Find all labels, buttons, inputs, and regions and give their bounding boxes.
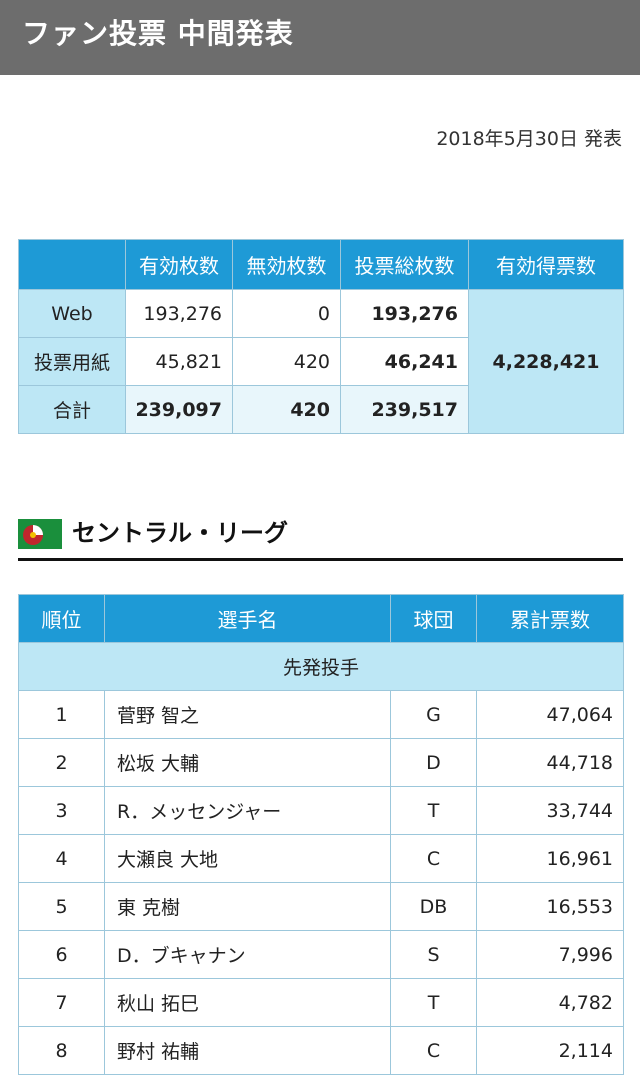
ranking-header-votes: 累計票数 [476,594,624,643]
player-name-cell: 秋山 拓巳 [104,978,391,1027]
team-cell: C [390,834,477,883]
tally-row-sum: 合計 239,097 420 239,517 [18,385,624,434]
league-heading: セントラル・リーグ [18,510,623,561]
rank-cell: 5 [18,882,105,931]
votes-cell: 16,961 [476,834,624,883]
announcement-date: 2018年5月30日 発表 [436,128,622,150]
team-cell: T [390,786,477,835]
player-name-cell: 松坂 大輔 [104,738,391,787]
tally-row-label: 合計 [18,385,126,434]
votes-cell: 33,744 [476,786,624,835]
tally-row-web: Web 193,276 0 193,276 4,228,421 [18,289,624,434]
player-name-cell: 大瀬良 大地 [104,834,391,883]
tally-total-count: 193,276 [340,289,469,338]
central-league-logo-icon [18,519,62,549]
player-name-cell: 東 克樹 [104,882,391,931]
table-row: 6 D．ブキャナン S 7,996 [18,930,624,979]
team-cell: S [390,930,477,979]
tally-header-row: 有効枚数 無効枚数 投票総枚数 有効得票数 [18,239,624,290]
table-row: 3 R．メッセンジャー T 33,744 [18,786,624,835]
votes-cell: 7,996 [476,930,624,979]
rank-cell: 8 [18,1026,105,1075]
tally-invalid-count: 420 [232,337,341,386]
tally-header-valid-votes: 有効得票数 [468,239,624,290]
table-row: 4 大瀬良 大地 C 16,961 [18,834,624,883]
tally-valid-count: 45,821 [125,337,233,386]
rank-cell: 2 [18,738,105,787]
page-title: ファン投票 中間発表 [22,17,294,50]
tally-invalid-count: 420 [232,385,341,434]
team-cell: G [390,690,477,739]
category-row: 先発投手 [18,642,624,691]
votes-cell: 44,718 [476,738,624,787]
tally-invalid-count: 0 [232,289,341,338]
rank-cell: 3 [18,786,105,835]
ranking-header-player: 選手名 [104,594,391,643]
table-row: 7 秋山 拓巳 T 4,782 [18,978,624,1027]
player-name-cell: 野村 祐輔 [104,1026,391,1075]
player-name-cell: D．ブキャナン [104,930,391,979]
votes-cell: 47,064 [476,690,624,739]
page-header: ファン投票 中間発表 [0,0,640,75]
table-row: 1 菅野 智之 G 47,064 [18,690,624,739]
team-cell: D [390,738,477,787]
table-row: 2 松坂 大輔 D 44,718 [18,738,624,787]
ranking-header-team: 球団 [390,594,477,643]
player-name-cell: 菅野 智之 [104,690,391,739]
ranking-header-rank: 順位 [18,594,105,643]
ranking-table: 順位 選手名 球団 累計票数 先発投手 1 菅野 智之 G 47,064 2 松… [18,594,624,1075]
vote-tally-table: 有効枚数 無効枚数 投票総枚数 有効得票数 Web 193,276 0 193,… [18,239,624,434]
tally-header-valid: 有効枚数 [125,239,233,290]
table-row: 5 東 克樹 DB 16,553 [18,882,624,931]
tally-total-count: 46,241 [340,337,469,386]
category-label: 先発投手 [18,642,624,691]
tally-row-label: 投票用紙 [18,337,126,386]
league-title: セントラル・リーグ [72,519,288,547]
ranking-header-row: 順位 選手名 球団 累計票数 [18,594,624,643]
votes-cell: 16,553 [476,882,624,931]
votes-cell: 4,782 [476,978,624,1027]
table-row: 8 野村 祐輔 C 2,114 [18,1026,624,1075]
tally-valid-votes: 4,228,421 [468,289,624,434]
tally-row-paper: 投票用紙 45,821 420 46,241 [18,337,624,386]
team-cell: T [390,978,477,1027]
rank-cell: 1 [18,690,105,739]
rank-cell: 6 [18,930,105,979]
votes-cell: 2,114 [476,1026,624,1075]
tally-corner-cell [18,239,126,290]
team-cell: DB [390,882,477,931]
tally-valid-count: 239,097 [125,385,233,434]
rank-cell: 4 [18,834,105,883]
tally-total-count: 239,517 [340,385,469,434]
tally-row-label: Web [18,289,126,338]
tally-valid-count: 193,276 [125,289,233,338]
team-cell: C [390,1026,477,1075]
rank-cell: 7 [18,978,105,1027]
tally-header-invalid: 無効枚数 [232,239,341,290]
player-name-cell: R．メッセンジャー [104,786,391,835]
tally-header-total: 投票総枚数 [340,239,469,290]
